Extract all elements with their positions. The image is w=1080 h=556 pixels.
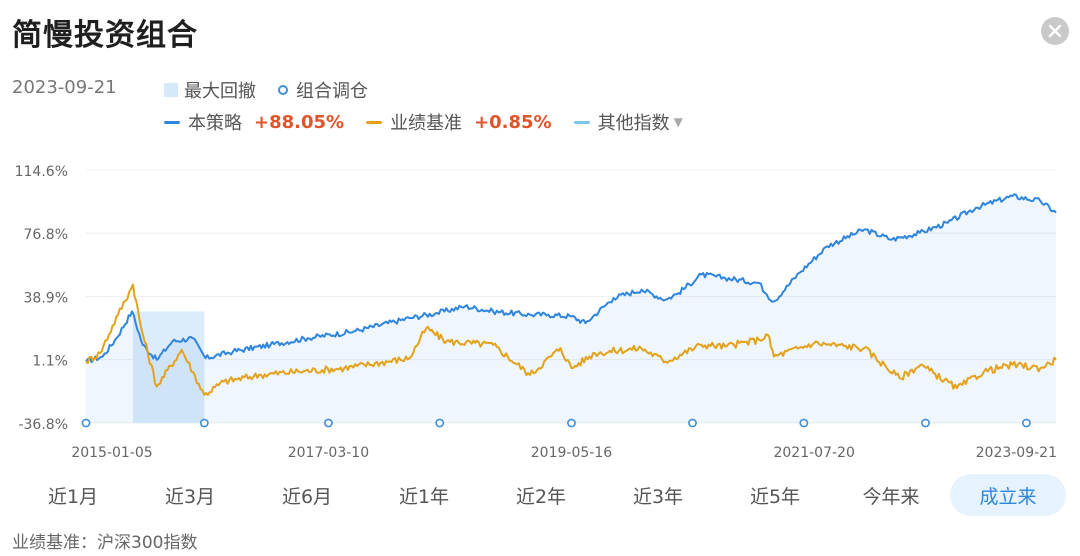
close-icon — [1048, 24, 1062, 38]
rebalance-marker — [324, 418, 333, 428]
rebalance-marker — [1022, 418, 1031, 428]
benchmark-note: 业绩基准：沪深300指数 — [12, 533, 198, 553]
dropdown-triangle-icon: ▼ — [673, 115, 683, 129]
rebalance-marker — [799, 418, 809, 428]
benchmark-return: +0.85% — [474, 111, 552, 133]
tab-3y[interactable]: 近3年 — [632, 485, 684, 508]
tab-3m[interactable]: 近3月 — [164, 485, 216, 508]
rebalance-marker — [688, 418, 697, 428]
y-tick-label: 76.8% — [24, 227, 68, 243]
rebalance-label: 组合调仓 — [296, 81, 368, 102]
legend-row-1: 最大回撤 组合调仓 — [164, 77, 390, 103]
y-tick-label: 38.9% — [24, 291, 68, 307]
tab-since-inception[interactable]: 成立来 — [950, 474, 1066, 516]
rebalance-marker — [435, 418, 445, 428]
performance-chart: 114.6% 76.8% 38.9% 1.1% -36.8%2015-01-05 2017… — [15, 164, 1057, 461]
x-tick-label: 2017-03-10 — [288, 445, 369, 461]
tab-2y[interactable]: 近2年 — [515, 485, 567, 508]
y-tick-label: 114.6% — [15, 164, 68, 180]
legend-rebalance: 组合调仓 — [278, 77, 368, 103]
tab-5y[interactable]: 近5年 — [749, 485, 801, 508]
y-tick-label: -36.8% — [18, 417, 68, 433]
x-tick-label: 2015-01-05 — [71, 445, 152, 461]
rebalance-marker — [567, 418, 576, 428]
rebalance-marker — [81, 418, 91, 428]
legend-other-index[interactable]: 其他指数 ▼ — [573, 109, 683, 135]
period-tabs: 近1月 近3月 近6月 近1年 近2年 近3年 近5年 今年来 成立来 — [0, 474, 1080, 516]
close-button[interactable] — [1041, 17, 1069, 45]
drawdown-swatch — [164, 83, 178, 97]
rebalance-marker — [921, 418, 930, 428]
x-tick-label: 2023-09-21 — [976, 445, 1057, 461]
strategy-line — [85, 193, 1057, 364]
other-index-swatch — [573, 120, 590, 124]
legend-date: 2023-09-21 — [12, 77, 117, 98]
legend-max-drawdown: 最大回撤 — [164, 77, 256, 103]
tab-6m[interactable]: 近6月 — [281, 485, 333, 508]
strategy-swatch — [164, 120, 180, 124]
tab-1m[interactable]: 近1月 — [47, 485, 99, 508]
rebalance-marker — [199, 418, 209, 428]
legend-row-2: 本策略 +88.05% 业绩基准 +0.85% 其他指数 ▼ — [164, 109, 705, 135]
other-index-label: 其他指数 — [597, 113, 670, 134]
tab-1y[interactable]: 近1年 — [398, 485, 450, 508]
benchmark-line — [85, 283, 1057, 396]
max-drawdown-label: 最大回撤 — [184, 81, 256, 102]
rebalance-marker-icon — [278, 85, 288, 95]
page-title: 简慢投资组合 — [12, 18, 198, 53]
x-tick-label: 2021-07-20 — [773, 445, 854, 461]
strategy-label: 本策略 — [188, 113, 242, 134]
legend-benchmark: 业绩基准 +0.85% — [366, 109, 552, 135]
y-tick-label: 1.1% — [32, 354, 68, 370]
benchmark-label: 业绩基准 — [390, 113, 463, 134]
x-tick-label: 2019-05-16 — [531, 445, 612, 461]
tab-ytd[interactable]: 今年来 — [862, 485, 920, 508]
benchmark-swatch — [366, 120, 383, 124]
legend-strategy: 本策略 +88.05% — [164, 109, 344, 135]
strategy-return: +88.05% — [254, 111, 345, 133]
strategy-area — [86, 194, 1056, 423]
